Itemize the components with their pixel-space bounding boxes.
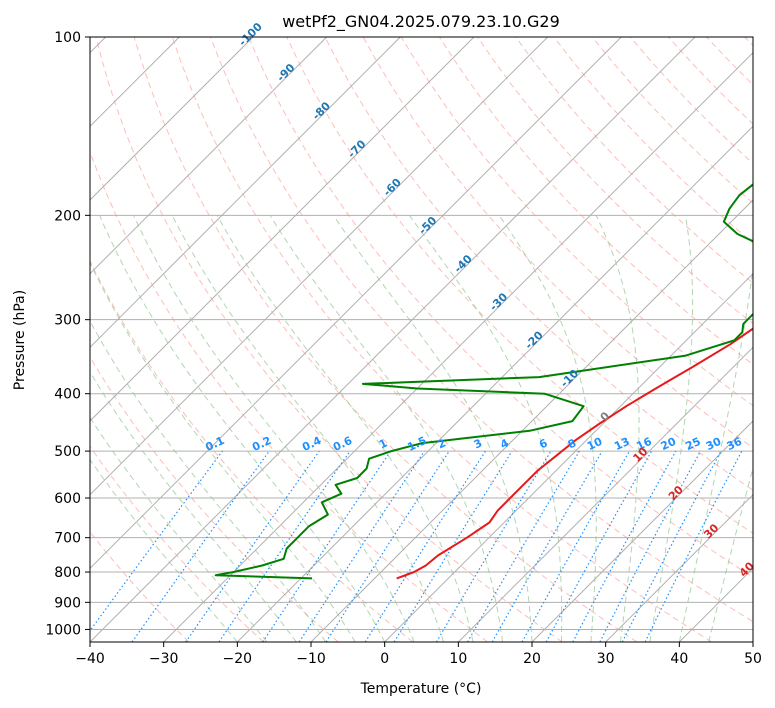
dry-adiabat	[133, 37, 638, 642]
mixing-ratio-line	[298, 450, 425, 642]
isotherm-line	[163, 51, 753, 642]
dry-adiabat	[515, 37, 753, 284]
x-axis: −40 −30 −20 −10 0 10 20 30 40 50	[75, 642, 762, 667]
grid-layer	[90, 37, 753, 642]
x-tick-label: 40	[670, 651, 688, 667]
dry-adiabat	[286, 37, 753, 534]
isotherm-line	[90, 37, 475, 422]
isotherm-line	[531, 420, 753, 642]
mixing-ratio-line	[185, 450, 320, 642]
mixing-ratio-line	[545, 450, 653, 642]
y-tick-label: 1000	[45, 622, 81, 638]
dry-adiabat	[248, 37, 753, 578]
x-tick-label: 0	[380, 651, 389, 667]
y-tick-label: 600	[54, 491, 81, 507]
temperature-profile-line	[396, 327, 753, 580]
x-tick-label: −20	[223, 651, 253, 667]
dry-adiabat	[95, 37, 563, 642]
dry-adiabat	[90, 356, 339, 642]
moist-adiabat	[133, 215, 415, 642]
mixing-ratio-line	[131, 450, 270, 642]
x-tick-label: 20	[523, 651, 541, 667]
moist-adiabat	[171, 215, 445, 642]
moist-adiabat	[408, 215, 563, 642]
isotherm-line	[310, 199, 753, 642]
dewpoint-profile-line	[214, 183, 753, 580]
moist-adiabat	[90, 261, 356, 642]
y-tick-label: 100	[54, 30, 81, 46]
x-axis-label: Temperature (°C)	[360, 681, 482, 697]
moist-adiabat	[90, 458, 238, 642]
y-axis-label: Pressure (hPa)	[12, 290, 28, 390]
moist-adiabat	[269, 215, 503, 642]
isotherm-line	[90, 37, 254, 201]
dry-adiabat	[171, 37, 712, 642]
y-tick-label: 700	[54, 531, 81, 547]
y-tick-label: 500	[54, 444, 81, 460]
isotherm-line	[384, 272, 753, 642]
x-tick-label: 50	[744, 651, 762, 667]
isotherm-line	[752, 641, 753, 642]
y-tick-label: 200	[54, 208, 81, 224]
moist-adiabat	[678, 264, 753, 642]
y-tick-label: 400	[54, 387, 81, 403]
plot-frame	[89, 36, 754, 643]
dry-adiabat	[210, 37, 753, 623]
dry-adiabat	[324, 37, 753, 491]
moist-adiabat	[99, 215, 386, 642]
isotherm-line	[90, 37, 622, 570]
x-tick-label: −30	[149, 651, 179, 667]
mixing-ratio-line	[393, 450, 513, 642]
mixing-ratio-line	[644, 450, 743, 642]
isotherm-line	[90, 37, 696, 642]
x-tick-label: −10	[296, 651, 326, 667]
mixing-ratio-line	[90, 450, 223, 632]
series-layer	[214, 183, 753, 580]
x-tick-label: 30	[597, 651, 615, 667]
moist-adiabat	[216, 215, 474, 642]
y-axis: 100 200 300 400 500 600 700 800 900 1000	[45, 30, 90, 638]
isotherm-line	[90, 37, 328, 275]
x-tick-label: 10	[449, 651, 467, 667]
moist-adiabat	[90, 320, 327, 642]
mixing-ratio-line	[218, 450, 351, 642]
mixing-ratio-label: 10	[585, 435, 605, 453]
mixing-ratio-label: 20	[659, 435, 679, 453]
y-tick-label: 300	[54, 313, 81, 329]
mixing-ratio-label: 36	[725, 435, 745, 453]
y-tick-label: 800	[54, 565, 81, 581]
mixing-ratio-label: 16	[634, 435, 654, 453]
mixing-ratio-label: 30	[704, 435, 724, 453]
moist-adiabat	[595, 215, 640, 642]
plot-background	[90, 37, 753, 642]
mixing-ratio-line	[325, 450, 450, 642]
isotherm-line	[605, 493, 753, 642]
mixing-ratio-line	[572, 450, 677, 642]
mixing-ratio-label: 13	[612, 435, 631, 453]
dry-adiabat	[90, 259, 414, 642]
moist-adiabat	[332, 215, 533, 642]
moist-adiabat	[90, 416, 268, 642]
isotherm-line	[90, 37, 401, 349]
isotherm-line	[457, 346, 753, 642]
dry-adiabat	[90, 445, 264, 642]
x-tick-label: −40	[75, 651, 105, 667]
mixing-ratio-label: 25	[683, 435, 702, 453]
mixing-ratio-line	[262, 450, 392, 642]
y-tick-label: 900	[54, 595, 81, 611]
isotherm-line	[236, 125, 753, 642]
moist-adiabat	[90, 370, 297, 642]
isotherm-line	[90, 37, 549, 496]
chart-title: wetPf2_GN04.2025.079.23.10.G29	[282, 12, 560, 32]
mixing-ratio-line	[521, 450, 631, 642]
